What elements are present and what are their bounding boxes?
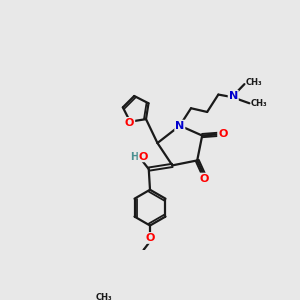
Text: O: O bbox=[200, 174, 209, 184]
Text: N: N bbox=[175, 121, 184, 130]
Text: CH₃: CH₃ bbox=[250, 99, 267, 108]
Text: N: N bbox=[229, 91, 238, 101]
Text: CH₃: CH₃ bbox=[246, 78, 262, 87]
Text: CH₃: CH₃ bbox=[96, 293, 112, 300]
Text: O: O bbox=[138, 152, 148, 162]
Text: O: O bbox=[218, 129, 227, 139]
Text: O: O bbox=[145, 233, 155, 243]
Text: O: O bbox=[125, 118, 134, 128]
Text: H: H bbox=[130, 152, 139, 162]
